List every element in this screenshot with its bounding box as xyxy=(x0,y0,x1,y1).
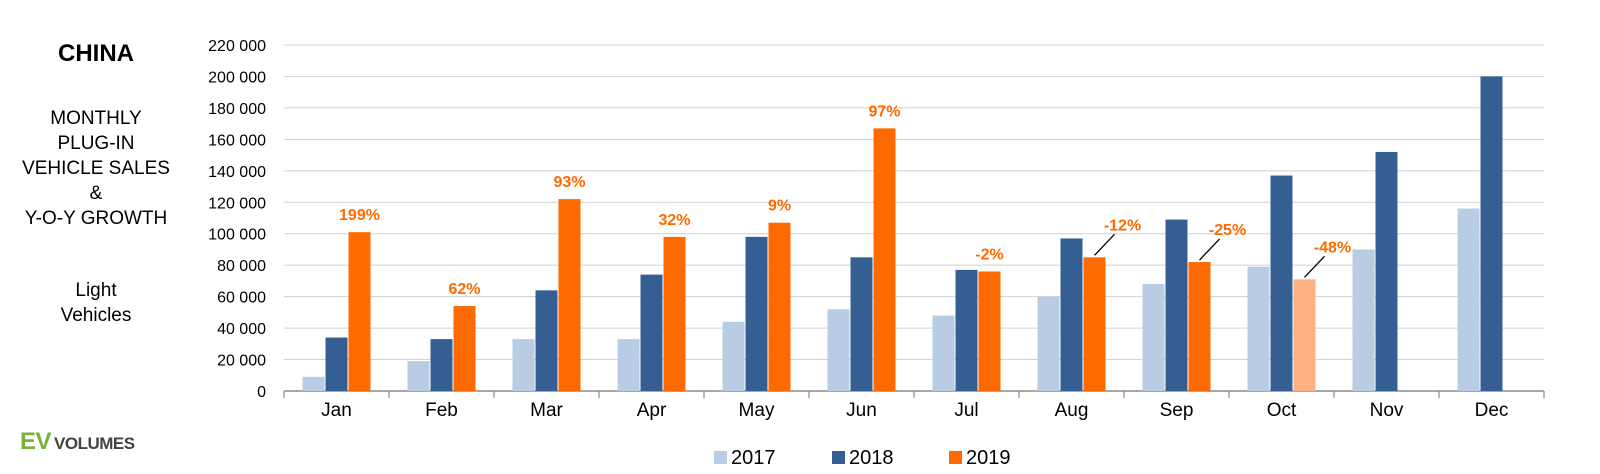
bar-2018 xyxy=(535,290,558,391)
chart-country-title: CHINA xyxy=(58,40,134,67)
growth-label: -48% xyxy=(1314,239,1351,256)
bar-2019 xyxy=(453,306,476,391)
y-tick-label: 60 000 xyxy=(217,290,266,307)
subtitle-line: Y-O-Y GROWTH xyxy=(24,208,168,229)
legend-label: 2017 xyxy=(731,447,776,469)
x-tick-label: Aug xyxy=(1055,400,1089,421)
bar-2019 xyxy=(873,128,896,391)
bar-2017 xyxy=(722,321,745,391)
bar-2019 xyxy=(558,199,581,391)
bar-2017 xyxy=(302,376,325,391)
bar-2017 xyxy=(1142,284,1165,391)
y-tick-label: 140 000 xyxy=(208,164,266,181)
bar-2017 xyxy=(1247,266,1270,391)
growth-label: -2% xyxy=(975,246,1003,263)
x-tick-label: Jun xyxy=(846,400,877,421)
x-tick-label: Mar xyxy=(530,400,563,421)
bar-2019 xyxy=(348,232,371,391)
subtitle-line: & xyxy=(89,183,103,204)
bar-2019 xyxy=(1188,262,1211,391)
growth-label: -12% xyxy=(1104,217,1141,234)
vehicle-type-line: Vehicles xyxy=(60,305,132,326)
bar-2018 xyxy=(955,269,978,391)
growth-leader-line xyxy=(1199,238,1220,261)
y-tick-label: 200 000 xyxy=(208,69,266,86)
vehicle-type-label: Light Vehicles xyxy=(0,278,192,328)
x-tick-label: Jan xyxy=(321,400,352,421)
growth-leader-line xyxy=(1304,255,1325,278)
x-tick-label: Nov xyxy=(1370,400,1404,421)
bar-2018 xyxy=(1270,175,1293,391)
bar-2018 xyxy=(640,274,663,391)
bar-2017 xyxy=(512,339,535,391)
y-tick-label: 80 000 xyxy=(217,258,266,275)
bar-2017 xyxy=(932,315,955,391)
legend-swatch-2018 xyxy=(832,451,845,464)
y-tick-label: 0 xyxy=(257,384,266,401)
y-tick-label: 120 000 xyxy=(208,195,266,212)
y-tick-label: 180 000 xyxy=(208,101,266,118)
subtitle-line: PLUG-IN xyxy=(57,133,135,154)
x-tick-label: May xyxy=(739,400,775,421)
x-tick-label: Feb xyxy=(425,400,458,421)
subtitle-line: VEHICLE SALES xyxy=(22,158,170,179)
x-tick-label: Jul xyxy=(954,400,978,421)
subtitle-line: MONTHLY xyxy=(50,108,142,129)
y-tick-label: 100 000 xyxy=(208,227,266,244)
x-tick-label: Dec xyxy=(1475,400,1509,421)
y-tick-label: 160 000 xyxy=(208,132,266,149)
bar-2018 xyxy=(850,257,873,391)
ev-volumes-logo: EV VOLUMES xyxy=(20,428,135,456)
growth-label: 93% xyxy=(553,174,585,191)
y-tick-label: 220 000 xyxy=(208,38,266,55)
growth-label: -25% xyxy=(1209,222,1246,239)
legend-swatch-2017 xyxy=(714,451,727,464)
logo-ev-text: EV xyxy=(20,428,52,455)
chart-subtitle: MONTHLY PLUG-IN VEHICLE SALES & Y-O-Y GR… xyxy=(0,106,192,231)
growth-label: 32% xyxy=(658,212,690,229)
bar-2018 xyxy=(1480,76,1503,392)
bar-2018 xyxy=(1375,151,1398,391)
growth-label: 199% xyxy=(339,207,380,224)
bar-2017 xyxy=(827,309,850,391)
x-tick-label: Oct xyxy=(1267,400,1297,421)
growth-leader-line xyxy=(1094,233,1115,256)
growth-label: 62% xyxy=(448,281,480,298)
bar-2019 xyxy=(978,271,1001,391)
x-tick-label: Sep xyxy=(1160,400,1194,421)
bar-2017 xyxy=(1352,249,1375,391)
y-tick-label: 20 000 xyxy=(217,353,266,370)
bar-2018 xyxy=(430,339,453,391)
bar-2017 xyxy=(617,339,640,391)
bar-2019 xyxy=(663,236,686,391)
logo-volumes-text: VOLUMES xyxy=(54,434,135,453)
bar-2018 xyxy=(1060,238,1083,391)
bar-2017 xyxy=(407,361,430,391)
legend-label: 2019 xyxy=(966,447,1011,469)
growth-label: 9% xyxy=(768,198,791,215)
vehicle-type-line: Light xyxy=(75,280,117,301)
bar-2018 xyxy=(325,337,348,391)
bar-2019 xyxy=(1293,279,1316,391)
legend-label: 2018 xyxy=(849,447,894,469)
bar-2017 xyxy=(1457,208,1480,391)
bar-2017 xyxy=(1037,296,1060,391)
bar-2018 xyxy=(745,236,768,391)
legend-swatch-2019 xyxy=(949,451,962,464)
y-tick-label: 40 000 xyxy=(217,321,266,338)
bar-2019 xyxy=(768,222,791,391)
growth-label: 97% xyxy=(868,103,900,120)
x-tick-label: Apr xyxy=(637,400,667,421)
bar-2019 xyxy=(1083,257,1106,391)
bar-2018 xyxy=(1165,219,1188,391)
